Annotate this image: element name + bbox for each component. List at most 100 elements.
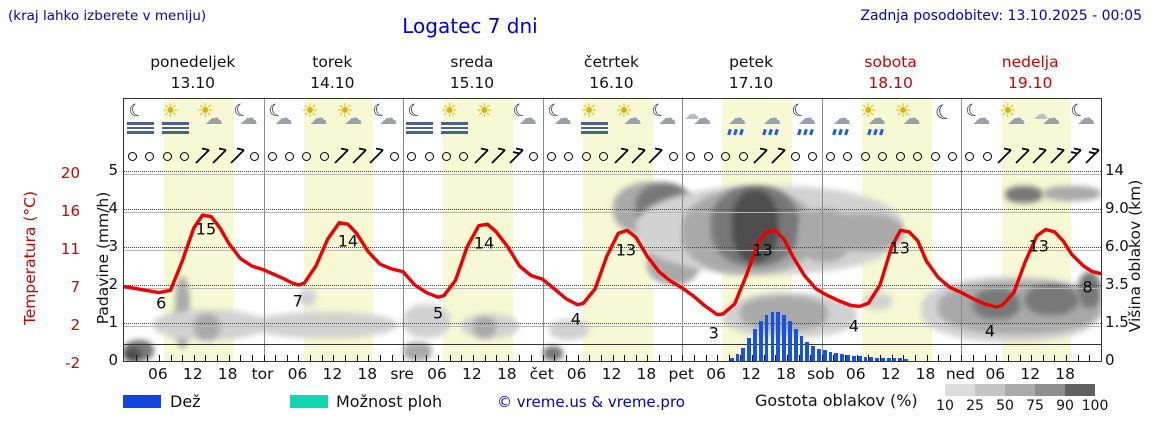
wind-calm-icon <box>787 147 805 165</box>
calm-circle <box>546 152 556 161</box>
hour-tick <box>635 355 637 361</box>
calm-circle <box>930 152 940 161</box>
wind-calm-icon <box>578 147 596 165</box>
day-abbr-label: čet <box>529 365 554 383</box>
moon-cloud-icon: ☾ ☁ <box>649 99 677 129</box>
wind-barb-icon <box>613 147 631 165</box>
wind-barb-icon <box>368 147 386 165</box>
rain-bar <box>787 321 792 361</box>
hour-tick <box>624 355 626 361</box>
wind-calm-icon <box>682 147 700 165</box>
day-date: 19.10 <box>1008 74 1053 92</box>
moon-cloud-icon: ☾ ☁ <box>963 99 991 129</box>
day-date: 13.10 <box>170 74 215 92</box>
temperature-value-label: 14 <box>473 233 495 253</box>
day-separator <box>403 99 405 361</box>
hour-tick <box>449 355 451 361</box>
hour-tick <box>600 355 602 361</box>
menu-hint-note: (kraj lahko izberete v meniju) <box>8 8 207 24</box>
calm-circle <box>459 152 469 161</box>
temperature-value-label: 4 <box>984 321 996 341</box>
cloud-rain-icon: ☁ <box>717 102 752 142</box>
temperature-tick: 11 <box>60 240 80 258</box>
calm-circle <box>302 152 312 161</box>
wind-calm-icon <box>176 147 194 165</box>
hour-label: 06 <box>985 365 1006 383</box>
precipitation-tick: 2 <box>108 275 118 293</box>
temperature-tick: -2 <box>65 354 80 372</box>
day-date: 16.10 <box>589 74 634 92</box>
sun-cloud-icon: ☀ ☁ <box>615 100 642 129</box>
day-name: četrtek <box>583 53 640 71</box>
calm-circle <box>843 152 853 161</box>
cloud-blob <box>178 245 184 253</box>
temperature-value-label: 13 <box>889 238 910 258</box>
calm-circle <box>965 152 975 161</box>
hour-label: 12 <box>322 365 343 383</box>
wind-calm-icon <box>822 147 840 165</box>
hour-tick <box>496 355 498 361</box>
hour-tick <box>717 355 719 361</box>
cloud-blob <box>298 288 316 306</box>
temperature-value-label: 7 <box>292 291 303 311</box>
hour-label: 18 <box>217 365 238 383</box>
hour-tick <box>263 355 265 361</box>
temperature-curve <box>124 213 1101 317</box>
hour-label: 12 <box>182 365 203 383</box>
wind-barb-icon <box>1066 147 1084 165</box>
hour-tick <box>903 355 905 361</box>
day-abbr-label: sre <box>390 365 414 383</box>
hour-tick <box>798 355 800 361</box>
sun-icon: ☀ <box>475 100 493 122</box>
hour-tick <box>647 355 649 361</box>
calm-circle <box>389 152 399 161</box>
moon-cloud-icon: ☾ ☁ <box>370 99 398 129</box>
temperature-tick: 16 <box>60 202 80 220</box>
hour-tick <box>868 355 870 361</box>
copyright-link[interactable]: © vreme.us & vreme.pro <box>497 393 685 411</box>
hour-tick <box>961 355 963 361</box>
hour-tick <box>705 355 707 361</box>
hour-tick <box>682 355 684 361</box>
day-separator <box>682 99 684 361</box>
hour-tick <box>344 355 346 361</box>
hour-tick <box>147 355 149 361</box>
hour-tick <box>891 355 893 361</box>
rain-bar <box>758 321 763 361</box>
moon-fog-icon: ☾ <box>124 99 159 142</box>
wind-calm-icon <box>927 147 945 165</box>
temperature-tick: 2 <box>70 316 80 334</box>
wind-calm-icon <box>874 147 892 165</box>
wind-barb-icon <box>490 147 508 165</box>
day-separator <box>961 99 963 361</box>
density-tick-label: 25 <box>966 398 984 414</box>
hour-tick <box>170 355 172 361</box>
wind-calm-icon <box>543 147 561 165</box>
rain-bar <box>886 358 891 361</box>
hour-tick <box>775 355 777 361</box>
density-segment <box>1035 384 1065 396</box>
temp-gridline <box>124 212 1101 213</box>
hour-tick <box>484 355 486 361</box>
calm-circle <box>267 152 277 161</box>
wind-barb-icon <box>194 147 212 165</box>
sun-cloud-icon: ☀ ☁ <box>999 100 1026 129</box>
cloud-blob <box>251 311 398 339</box>
sun-fog-icon: ☀ <box>578 102 613 142</box>
temperature-value-label: 13 <box>615 240 637 260</box>
wind-calm-icon <box>892 147 910 165</box>
rain-bar <box>822 350 827 361</box>
rain-legend-label: Dež <box>170 392 201 411</box>
hour-tick <box>880 355 881 361</box>
hour-label: 12 <box>741 365 761 383</box>
cloud-blob <box>1005 186 1043 204</box>
hour-tick <box>286 355 288 361</box>
day-header: torek 14.10 <box>263 52 403 94</box>
day-header: sreda 15.10 <box>402 52 542 94</box>
hour-tick <box>1007 355 1009 361</box>
rain-bar <box>747 338 752 361</box>
sun-cloud-icon: ☀ ☁ <box>301 100 328 129</box>
wind-calm-icon <box>124 147 142 165</box>
calm-circle <box>424 152 434 161</box>
rain-bar <box>846 355 850 361</box>
